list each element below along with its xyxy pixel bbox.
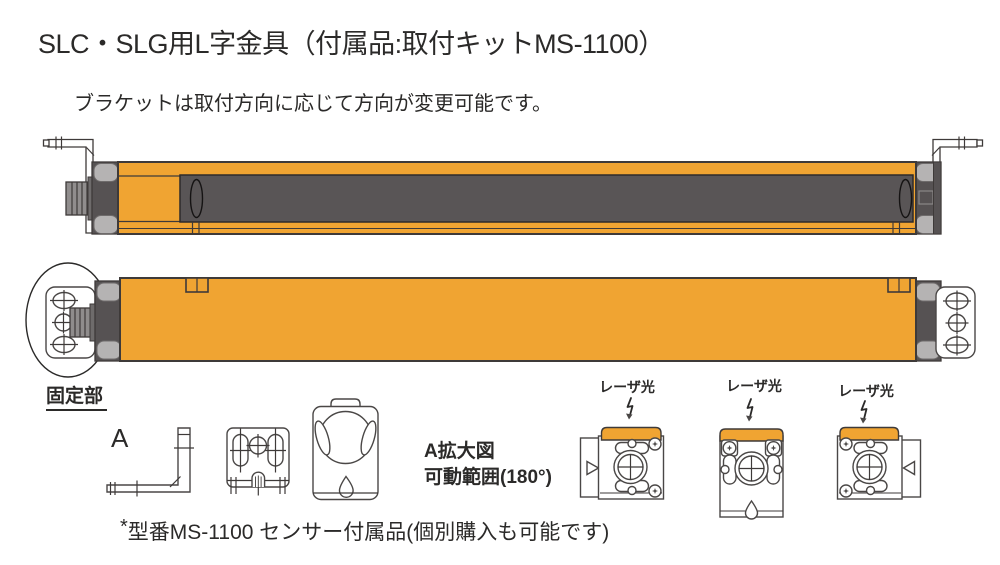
laser-light-label: レーザ光	[726, 378, 782, 394]
page-title: SLC・SLG用L字金具（付属品:取付キットMS-1100）	[38, 29, 665, 59]
sensor-housing	[119, 277, 917, 362]
l-bracket-side-drawing	[106, 427, 194, 497]
screw-icon	[943, 290, 971, 312]
footnote-asterisk: *	[120, 516, 128, 538]
sensor-head-front-view	[719, 398, 784, 520]
arrowhead	[746, 415, 753, 422]
detail-caption: A拡大図 可動範囲(180°)	[424, 439, 552, 491]
teardrop-notch	[744, 499, 759, 520]
sensor-back-view	[25, 262, 976, 378]
orange-cap	[600, 426, 662, 441]
direction-arrow-icon	[586, 460, 600, 476]
cable-connector-icon	[69, 303, 98, 342]
sensor-head-left-view	[579, 397, 665, 500]
torx-screw-icon	[839, 484, 853, 498]
end-cap-left	[91, 161, 121, 235]
range-label: 可動範囲(180°)	[424, 467, 552, 488]
arrowhead	[626, 413, 633, 420]
sensor-side-view	[42, 136, 984, 235]
end-cap-left	[94, 280, 123, 362]
cable-connector-icon	[65, 176, 96, 221]
laser-light-label: レーザ光	[838, 383, 894, 399]
screw-hole-icon	[246, 434, 270, 458]
footnote: *型番MS-1100 センサー付属品(個別購入も可能です)	[120, 516, 609, 546]
fixed-part-label: 固定部	[46, 381, 108, 411]
detail-marker-a: A	[111, 423, 129, 453]
torx-screw-icon	[766, 441, 781, 456]
lens-icon	[734, 451, 769, 486]
page-subtitle: ブラケットは取付方向に応じて方向が変更可能です。	[74, 93, 552, 115]
lens-icon	[852, 449, 887, 485]
teardrop-notch	[338, 475, 354, 498]
slot-icon	[265, 428, 286, 473]
torx-screw-icon	[648, 484, 662, 498]
direction-arrow-icon	[902, 460, 916, 476]
laser-beam-arrow-icon	[626, 397, 634, 418]
bracket-front-drawing	[226, 427, 290, 496]
keyhole-notch	[251, 471, 266, 496]
end-notch	[918, 190, 934, 205]
mounting-tab	[185, 277, 209, 293]
screw-icon	[945, 312, 969, 334]
screw-icon	[50, 290, 78, 311]
torx-screw-icon	[839, 437, 853, 451]
screw-icon	[50, 334, 78, 355]
torx-screw-icon	[648, 437, 662, 451]
orange-cap	[719, 428, 784, 442]
footnote-text: 型番MS-1100 センサー付属品(個別購入も可能です)	[127, 521, 610, 544]
orange-cap	[839, 426, 900, 441]
sensor-head-right-view	[836, 400, 922, 500]
detail-title: A拡大図	[424, 441, 495, 462]
lens-icon	[898, 178, 913, 219]
laser-beam-arrow-icon	[860, 400, 868, 422]
arrowhead	[860, 417, 867, 424]
mounting-tab	[887, 277, 911, 293]
laser-beam-arrow-icon	[746, 398, 754, 420]
lens-icon	[189, 178, 204, 219]
mounting-bracket-right	[935, 286, 976, 359]
bracket-top-drawing	[312, 398, 379, 501]
l-bracket-left-icon	[42, 136, 95, 234]
torx-screw-icon	[722, 441, 737, 456]
screw-icon	[943, 334, 971, 356]
laser-light-label: レーザ光	[599, 379, 655, 395]
detection-window	[179, 174, 914, 223]
lens-icon	[613, 449, 648, 485]
slot-icon	[230, 428, 251, 473]
